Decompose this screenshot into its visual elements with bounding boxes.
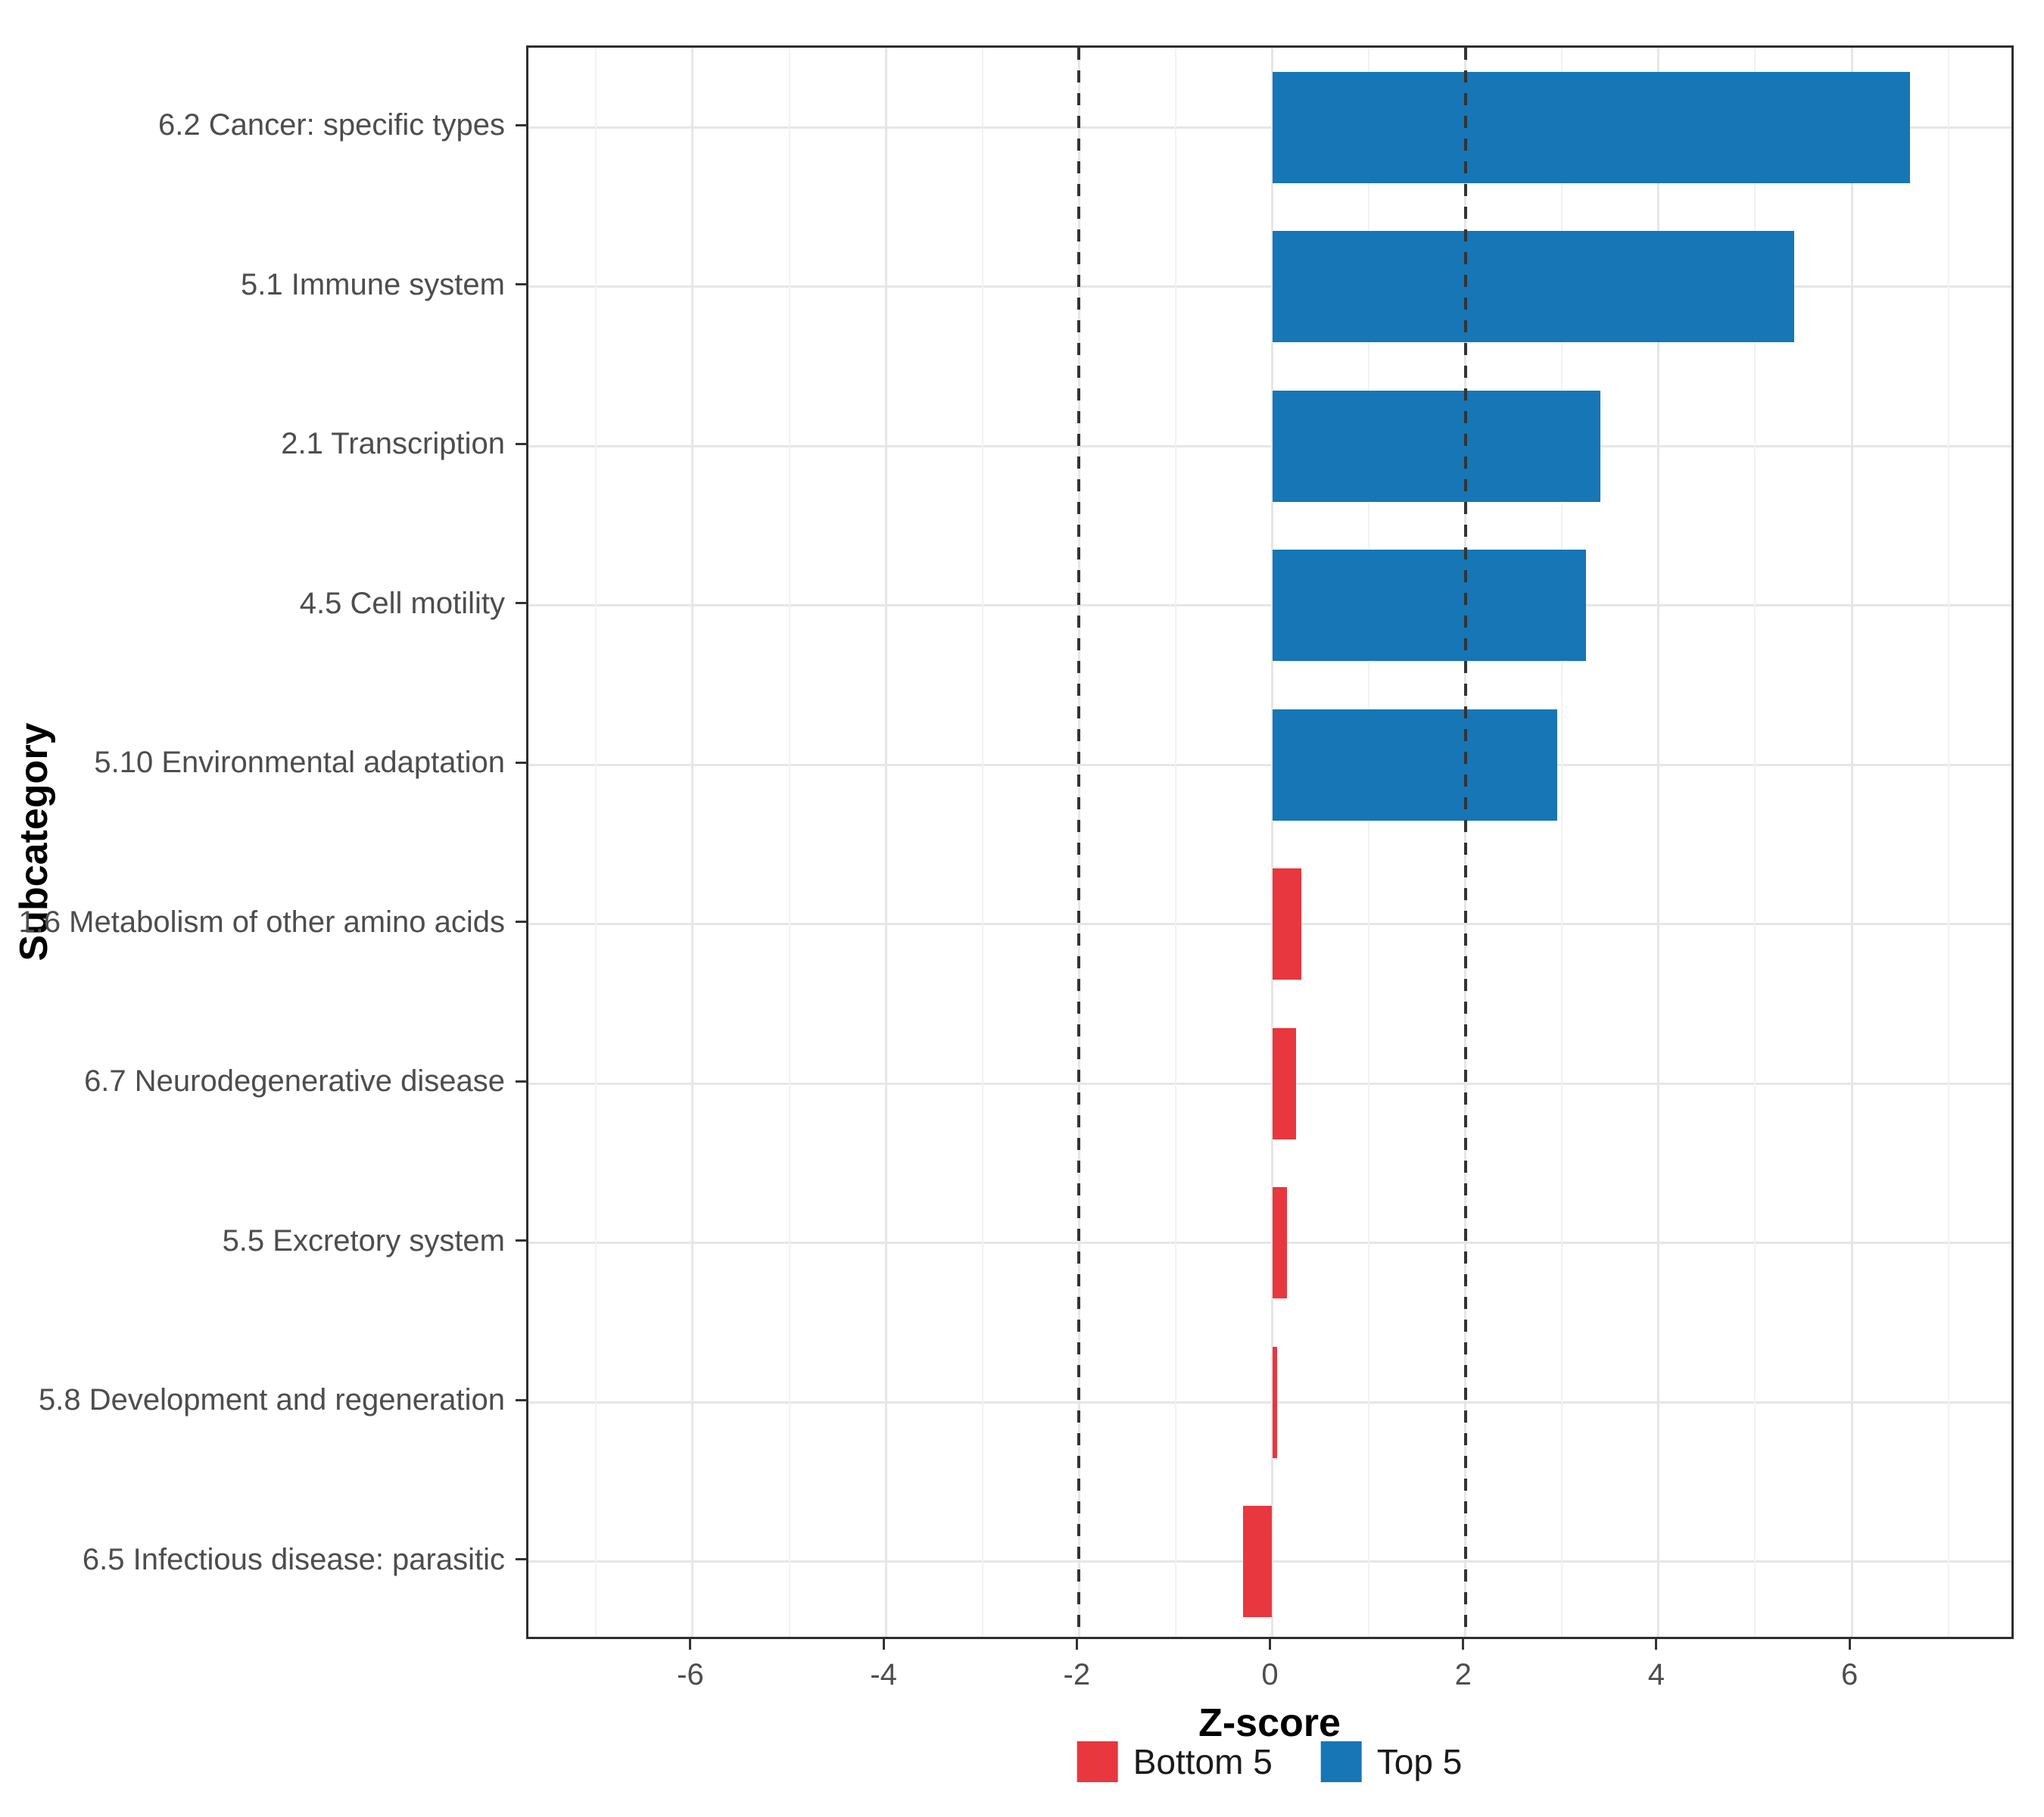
bar: [1243, 1506, 1273, 1618]
x-tick-mark: [1075, 1639, 1078, 1650]
gridline-vertical-minor: [1947, 48, 1949, 1637]
y-tick-label: 5.1 Immune system: [240, 267, 505, 301]
x-tick-label: -6: [677, 1658, 704, 1691]
bar: [1272, 390, 1601, 502]
y-tick-label: 1.6 Metabolism of other amino acids: [18, 905, 505, 939]
gridline-vertical-minor: [1561, 48, 1563, 1637]
y-tick-mark: [516, 761, 526, 764]
y-tick-mark: [516, 442, 526, 445]
gridline-vertical-minor: [1368, 48, 1370, 1637]
plot-panel: [526, 45, 2014, 1639]
gridline-vertical-minor: [1754, 48, 1756, 1637]
bar: [1272, 1346, 1277, 1458]
y-tick-label: 6.7 Neurodegenerative disease: [84, 1064, 505, 1099]
y-tick-label: 2.1 Transcription: [281, 427, 505, 461]
x-tick-label: 0: [1261, 1658, 1279, 1691]
gridline-horizontal: [528, 1401, 2011, 1404]
bar: [1272, 550, 1587, 662]
bar: [1272, 868, 1301, 980]
gridline-horizontal: [528, 126, 2011, 129]
x-tick-mark: [882, 1639, 885, 1650]
x-tick-label: 2: [1454, 1658, 1472, 1691]
x-tick-mark: [1848, 1639, 1851, 1650]
gridline-horizontal: [528, 763, 2011, 766]
x-tick-mark: [1655, 1639, 1658, 1650]
x-tick-mark: [689, 1639, 692, 1650]
y-tick-label: 5.10 Environmental adaptation: [94, 746, 505, 780]
y-tick-mark: [516, 283, 526, 286]
bar: [1272, 71, 1910, 183]
y-tick-label: 4.5 Cell motility: [299, 586, 505, 620]
gridline-vertical-minor: [595, 48, 597, 1637]
legend-swatch: [1077, 1741, 1118, 1782]
y-tick-mark: [516, 1398, 526, 1401]
x-tick-label: -4: [870, 1658, 897, 1691]
y-tick-label: 6.5 Infectious disease: parasitic: [82, 1542, 505, 1576]
gridline-horizontal: [528, 1082, 2011, 1085]
gridline-vertical-major: [884, 48, 887, 1637]
bar: [1272, 709, 1557, 821]
gridline-horizontal: [528, 604, 2011, 607]
y-tick-label: 6.2 Cancer: specific types: [158, 108, 505, 142]
legend-swatch: [1320, 1741, 1362, 1782]
y-tick-label: 5.8 Development and regeneration: [39, 1383, 505, 1417]
legend-item: Bottom 5: [1077, 1741, 1273, 1782]
bar: [1272, 1027, 1297, 1139]
y-tick-mark: [516, 921, 526, 924]
gridline-vertical-minor: [1174, 48, 1176, 1637]
gridline-vertical-major: [1271, 48, 1273, 1637]
bar: [1272, 231, 1794, 343]
reference-line: [1463, 48, 1467, 1637]
gridline-vertical-major: [1657, 48, 1660, 1637]
x-tick-label: -2: [1063, 1658, 1091, 1691]
gridline-horizontal: [528, 285, 2011, 288]
y-tick-mark: [516, 602, 526, 605]
gridline-vertical-minor: [981, 48, 983, 1637]
x-tick-mark: [1269, 1639, 1271, 1650]
gridline-vertical-major: [1850, 48, 1853, 1637]
gridline-horizontal: [528, 444, 2011, 447]
y-tick-mark: [516, 1558, 526, 1561]
x-tick-label: 4: [1647, 1658, 1665, 1691]
reference-line: [1077, 48, 1081, 1637]
bar: [1272, 1187, 1287, 1299]
y-tick-mark: [516, 1080, 526, 1083]
legend-label: Bottom 5: [1133, 1742, 1273, 1781]
x-tick-label: 6: [1840, 1658, 1859, 1691]
gridline-horizontal: [528, 1242, 2011, 1245]
y-tick-mark: [516, 123, 526, 126]
gridline-vertical-minor: [788, 48, 790, 1637]
legend-item: Top 5: [1320, 1741, 1463, 1782]
legend-label: Top 5: [1376, 1742, 1463, 1781]
y-tick-label: 5.5 Excretory system: [222, 1223, 505, 1258]
x-axis-title: Z-score: [1198, 1701, 1341, 1745]
y-tick-mark: [516, 1239, 526, 1242]
x-tick-mark: [1462, 1639, 1465, 1650]
gridline-vertical-major: [691, 48, 694, 1637]
gridline-horizontal: [528, 923, 2011, 926]
legend: Bottom 5 Top 5: [1077, 1741, 1463, 1782]
